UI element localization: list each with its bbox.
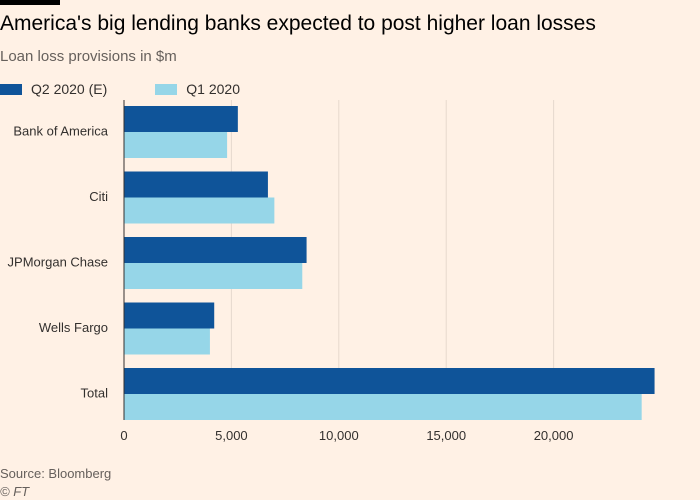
category-label-0: Bank of America [13,123,108,138]
bar-q1-0 [124,132,228,158]
bar-chart: Bank of America Citi JPMorgan Chase Wells F… [8,100,655,443]
category-label-3: Wells Fargo [39,320,108,335]
bar-q2-1 [124,171,268,198]
bar-q1-1 [124,197,275,224]
x-tick-label-4: 20,000 [534,428,574,443]
chart-legend: Q2 2020 (E) Q1 2020 [0,80,288,98]
x-tick-label-0: 0 [120,428,127,443]
legend-swatch-q2 [0,83,22,95]
chart-title: America's big lending banks expected to … [0,12,596,35]
category-label-2: JPMorgan Chase [8,254,108,269]
source-note: Source: Bloomberg [0,466,112,481]
legend-label-q2: Q2 2020 (E) [31,81,108,97]
category-label-1: Citi [89,189,108,204]
bar-q2-3 [124,302,215,329]
x-tick-label-2: 10,000 [319,428,359,443]
x-tick-label-3: 15,000 [426,428,466,443]
legend-label-q1: Q1 2020 [186,81,240,97]
ft-top-bar [0,0,60,5]
legend-item-q2: Q2 2020 (E) [0,81,107,97]
bar-q2-4 [124,368,655,394]
copyright-note: © FT [0,484,30,499]
legend-swatch-q1 [155,83,178,95]
bar-q1-4 [124,394,642,420]
x-tick-label-1: 5,000 [215,428,248,443]
bar-q1-2 [124,263,303,289]
bar-q1-3 [124,328,210,355]
bar-q2-2 [124,237,307,263]
bar-q2-0 [124,106,238,132]
legend-item-q1: Q1 2020 [155,81,240,97]
chart-subtitle: Loan loss provisions in $m [0,48,177,65]
category-label-4: Total [81,385,109,400]
